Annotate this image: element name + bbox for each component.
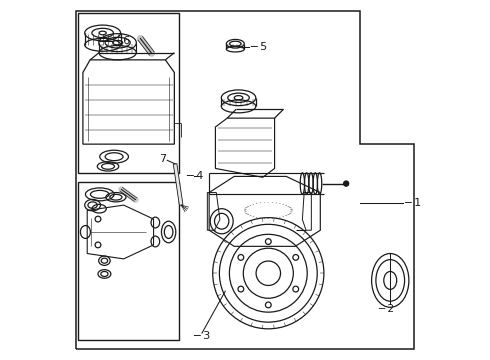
Text: ─ 2: ─ 2 (378, 304, 394, 314)
Polygon shape (173, 163, 183, 205)
Text: ─ 5: ─ 5 (250, 42, 267, 52)
Bar (77, 13, 179, 173)
Circle shape (343, 180, 349, 187)
Bar (77, 182, 179, 339)
Text: ─ 4: ─ 4 (186, 171, 203, 181)
Text: ─ 1: ─ 1 (404, 198, 421, 208)
Text: ─ 6: ─ 6 (113, 36, 131, 46)
Text: ─ 3: ─ 3 (193, 331, 210, 341)
Text: 7: 7 (159, 154, 166, 164)
